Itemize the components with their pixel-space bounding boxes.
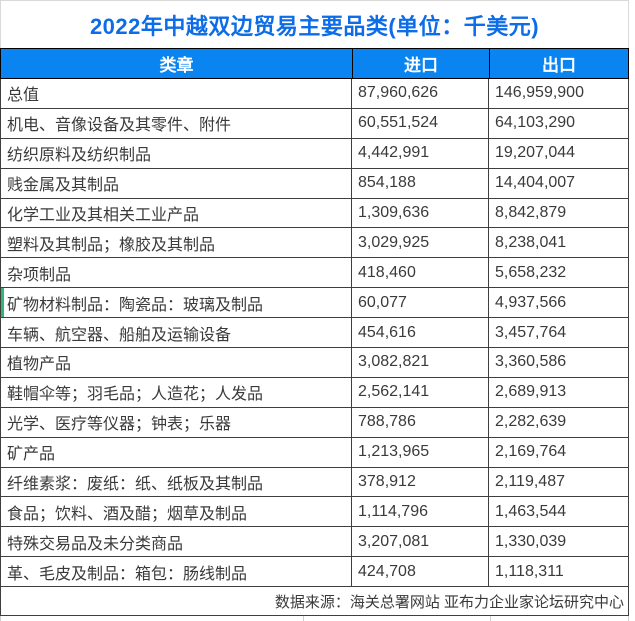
export-cell: 2,689,913 [495, 383, 567, 401]
import-cell: 454,616 [352, 318, 489, 348]
table-row: 化学工业及其相关工业产品 1,309,636 8,842,879 [1, 198, 628, 229]
import-cell: 2,562,141 [352, 377, 489, 407]
import-cell: 378,912 [352, 467, 489, 497]
category-cell: 矿物材料制品：陶瓷品：玻璃及制品 [1, 288, 352, 318]
table-title-box: 2022年中越双边贸易主要品类(单位：千美元) [0, 0, 629, 48]
table-body: 总值 87,960,626 146,959,900 机电、音像设备及其零件、附件… [0, 79, 629, 588]
header-cell-category: 类章 [1, 49, 353, 78]
category-cell: 车辆、航空器、船舶及运输设备 [1, 318, 352, 348]
table-row: 矿物材料制品：陶瓷品：玻璃及制品 60,077 4,937,566 [1, 288, 628, 319]
export-cell: 64,103,290 [495, 114, 576, 132]
import-cell: 854,188 [352, 168, 489, 198]
table-row: 鞋帽伞等；羽毛品；人造花；人发品 2,562,141 2,689,913 [1, 377, 628, 408]
table-title: 2022年中越双边贸易主要品类(单位：千美元) [89, 13, 540, 39]
table-row: 总值 87,960,626 146,959,900 [1, 79, 628, 109]
export-cell: 2,282,639 [495, 413, 567, 431]
gridline-tick [490, 616, 491, 621]
row-accent-bar [1, 288, 4, 318]
bottom-gridline-strip [0, 616, 629, 621]
import-cell: 1,309,636 [352, 198, 489, 228]
table-row: 车辆、航空器、船舶及运输设备 454,616 3,457,764 [1, 318, 628, 349]
export-cell: 2,169,764 [495, 443, 567, 461]
import-cell: 3,029,925 [352, 228, 489, 258]
table-header-row: 类章 进口 出口 [0, 48, 629, 79]
gridline-tick [0, 616, 1, 621]
table-row: 矿产品 1,213,965 2,169,764 [1, 437, 628, 468]
category-cell: 革、毛皮及制品：箱包：肠线制品 [1, 557, 352, 587]
category-cell: 纤维素浆：废纸：纸、纸板及其制品 [1, 467, 352, 497]
table-row: 纤维素浆：废纸：纸、纸板及其制品 378,912 2,119,487 [1, 467, 628, 498]
table-row: 纺织原料及纺织制品 4,442,991 19,207,044 [1, 138, 628, 169]
import-cell: 418,460 [352, 258, 489, 288]
export-cell: 1,330,039 [495, 532, 567, 550]
category-cell: 纺织原料及纺织制品 [1, 138, 352, 168]
category-cell: 特殊交易品及未分类商品 [1, 527, 352, 557]
import-cell: 60,077 [352, 288, 489, 318]
gridline-tick [628, 616, 629, 621]
export-cell: 8,238,041 [495, 233, 567, 251]
export-cell: 1,118,311 [495, 562, 564, 580]
export-cell: 5,658,232 [495, 263, 567, 281]
import-cell: 60,551,524 [352, 108, 489, 138]
category-cell: 光学、医疗等仪器；钟表；乐器 [1, 407, 352, 437]
export-cell: 8,842,879 [495, 204, 567, 221]
export-cell: 2,119,487 [495, 473, 565, 491]
export-cell: 14,404,007 [495, 174, 576, 192]
table-row: 食品；饮料、酒及醋；烟草及制品 1,114,796 1,463,544 [1, 497, 628, 528]
table-row: 植物产品 3,082,821 3,360,586 [1, 348, 628, 378]
header-cell-import: 进口 [353, 49, 490, 78]
export-cell: 1,463,544 [495, 502, 567, 520]
table-row: 杂项制品 418,460 5,658,232 [1, 258, 628, 289]
category-cell: 机电、音像设备及其零件、附件 [1, 108, 352, 138]
table-row: 光学、医疗等仪器；钟表；乐器 788,786 2,282,639 [1, 407, 628, 438]
import-cell: 3,082,821 [352, 348, 489, 377]
export-cell: 3,457,764 [495, 323, 567, 341]
import-cell: 788,786 [352, 407, 489, 437]
import-cell: 1,213,965 [352, 437, 489, 467]
footer-row: 数据来源：海关总署网站 亚布力企业家论坛研究中心 [0, 587, 629, 617]
table-row: 塑料及其制品；橡胶及其制品 3,029,925 8,238,041 [1, 228, 628, 259]
category-cell: 植物产品 [1, 348, 352, 377]
export-cell: 19,207,044 [495, 144, 576, 162]
table-row: 特殊交易品及未分类商品 3,207,081 1,330,039 [1, 527, 628, 558]
export-cell: 146,959,900 [495, 84, 584, 102]
import-cell: 1,114,796 [352, 497, 489, 527]
table-row: 机电、音像设备及其零件、附件 60,551,524 64,103,290 [1, 108, 628, 139]
category-cell: 食品；饮料、酒及醋；烟草及制品 [1, 497, 352, 527]
table-row: 革、毛皮及制品：箱包：肠线制品 424,708 1,118,311 [1, 557, 628, 588]
gridline-tick [303, 616, 304, 621]
import-cell: 3,207,081 [352, 527, 489, 557]
category-cell: 杂项制品 [1, 258, 352, 288]
category-cell: 总值 [1, 79, 352, 108]
category-cell: 矿产品 [1, 437, 352, 467]
import-cell: 424,708 [352, 557, 489, 587]
table-row: 贱金属及其制品 854,188 14,404,007 [1, 168, 628, 199]
export-cell: 4,937,566 [495, 293, 567, 311]
category-cell: 鞋帽伞等；羽毛品；人造花；人发品 [1, 377, 352, 407]
category-cell: 贱金属及其制品 [1, 168, 352, 198]
import-cell: 87,960,626 [352, 79, 489, 108]
category-cell: 化学工业及其相关工业产品 [1, 198, 352, 228]
data-source-text: 数据来源：海关总署网站 亚布力企业家论坛研究中心 [274, 593, 624, 611]
import-cell: 4,442,991 [352, 138, 489, 168]
category-cell: 塑料及其制品；橡胶及其制品 [1, 228, 352, 258]
export-cell: 3,360,586 [495, 353, 567, 371]
header-cell-export: 出口 [542, 56, 576, 75]
